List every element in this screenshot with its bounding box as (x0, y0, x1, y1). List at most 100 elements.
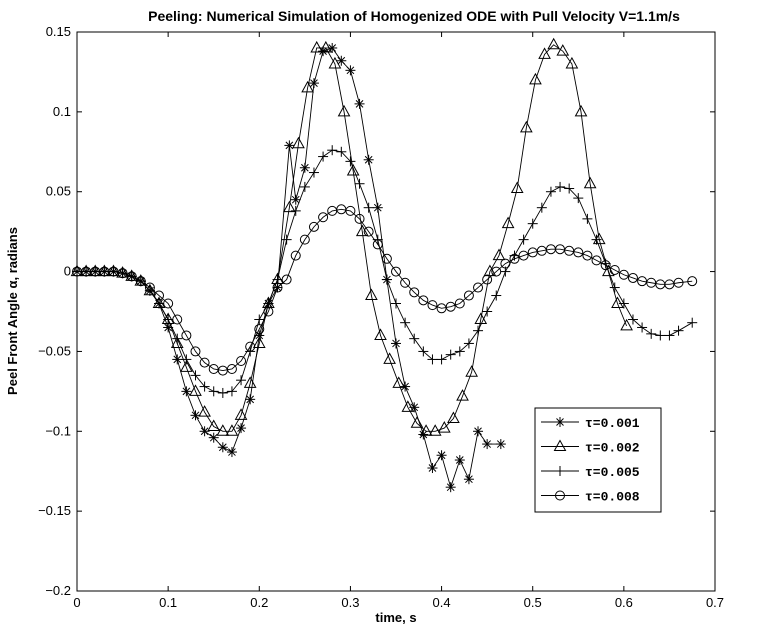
chart-title: Peeling: Numerical Simulation of Homogen… (148, 8, 680, 24)
star-marker (391, 338, 401, 349)
legend-label: τ=0.001 (585, 416, 640, 431)
circle-marker (445, 301, 456, 312)
circle-marker (582, 250, 593, 261)
triangle-marker (538, 47, 551, 59)
star-marker (181, 386, 192, 397)
circle-marker (318, 212, 329, 223)
x-tick-label: 0 (73, 595, 80, 610)
plus-marker (664, 330, 675, 341)
plus-marker (299, 181, 310, 192)
triangle-marker (447, 411, 460, 424)
plus-marker (518, 234, 529, 245)
star-marker (345, 65, 356, 76)
circle-marker (509, 253, 520, 264)
series-circle (72, 204, 698, 376)
triangle-marker (602, 264, 615, 277)
triangle-marker (234, 408, 248, 420)
triangle-marker (419, 424, 433, 436)
plus-marker (454, 346, 465, 357)
circle-marker (308, 221, 319, 232)
circle-marker (363, 226, 374, 237)
x-tick-label: 0.3 (341, 595, 359, 610)
series-line (77, 208, 693, 372)
plus-marker (190, 370, 201, 381)
plus-marker (318, 151, 329, 162)
circle-marker (609, 264, 620, 275)
circle-marker (500, 258, 511, 269)
star-marker (299, 162, 310, 173)
circle-marker (272, 282, 283, 293)
circle-marker (491, 266, 502, 277)
triangle-marker (292, 136, 305, 149)
plus-marker (354, 178, 365, 189)
star-marker (372, 202, 383, 213)
series-layer (70, 37, 698, 493)
circle-marker (354, 213, 365, 224)
plus-marker (609, 282, 620, 293)
triangle-marker (337, 104, 351, 117)
circle-marker (190, 346, 201, 357)
legend-entry: τ=0.005 (541, 465, 640, 480)
triangle-marker (310, 40, 324, 53)
y-tick-label: −0.1 (45, 423, 71, 438)
x-tick-label: 0.4 (433, 595, 451, 610)
circle-marker (226, 363, 237, 374)
plus-marker (217, 387, 228, 398)
triangle-marker (428, 424, 442, 436)
star-marker (454, 455, 465, 466)
star-marker (290, 194, 301, 205)
plus-marker (363, 202, 374, 213)
plus-marker (527, 218, 538, 229)
circle-marker (199, 357, 210, 368)
circle-marker (391, 266, 401, 277)
triangle-marker (283, 200, 296, 213)
plus-marker (536, 202, 547, 213)
legend-label: τ=0.002 (585, 441, 640, 456)
x-tick-label: 0.7 (706, 595, 724, 610)
triangle-marker (529, 72, 542, 85)
star-marker (236, 423, 247, 434)
plus-marker (199, 381, 210, 392)
circle-marker (117, 268, 128, 279)
star-marker (482, 439, 493, 450)
plus-marker (308, 167, 319, 178)
x-axis-label: time, s (375, 610, 416, 625)
triangle-marker (216, 424, 230, 436)
star-marker (463, 474, 474, 485)
circle-marker (591, 255, 602, 266)
triangle-marker (620, 318, 633, 331)
star-marker (436, 450, 447, 461)
star-marker (245, 394, 256, 405)
plus-marker (482, 306, 493, 317)
star-marker (284, 140, 295, 151)
plus-marker (555, 181, 566, 192)
plus-marker (655, 330, 666, 341)
plus-marker (327, 145, 338, 156)
triangle-marker (355, 224, 369, 237)
circle-marker (181, 330, 192, 341)
legend: τ=0.001 τ=0.002 τ=0.005 τ=0.008 (534, 407, 662, 513)
plus-marker (564, 183, 575, 194)
circle-marker (555, 490, 565, 501)
triangle-marker (189, 384, 202, 396)
x-tick-label: 0.1 (159, 595, 177, 610)
star-marker (199, 426, 210, 437)
legend-label: τ=0.008 (585, 490, 640, 505)
star-marker (336, 55, 347, 66)
plus-marker (281, 234, 292, 245)
circle-marker (400, 277, 411, 288)
triangle-marker (510, 181, 524, 194)
plus-marker (646, 328, 657, 339)
triangle-marker (346, 163, 360, 176)
plus-marker (445, 349, 456, 360)
triangle-marker (198, 405, 211, 417)
y-tick-label: 0 (64, 264, 71, 279)
triangle-marker (519, 120, 533, 133)
star-marker (445, 482, 456, 493)
circle-marker (135, 276, 146, 287)
circle-marker (263, 306, 274, 317)
star-marker (363, 154, 374, 165)
triangle-marker (383, 352, 396, 364)
circle-marker (473, 282, 484, 293)
plus-marker (491, 290, 502, 301)
